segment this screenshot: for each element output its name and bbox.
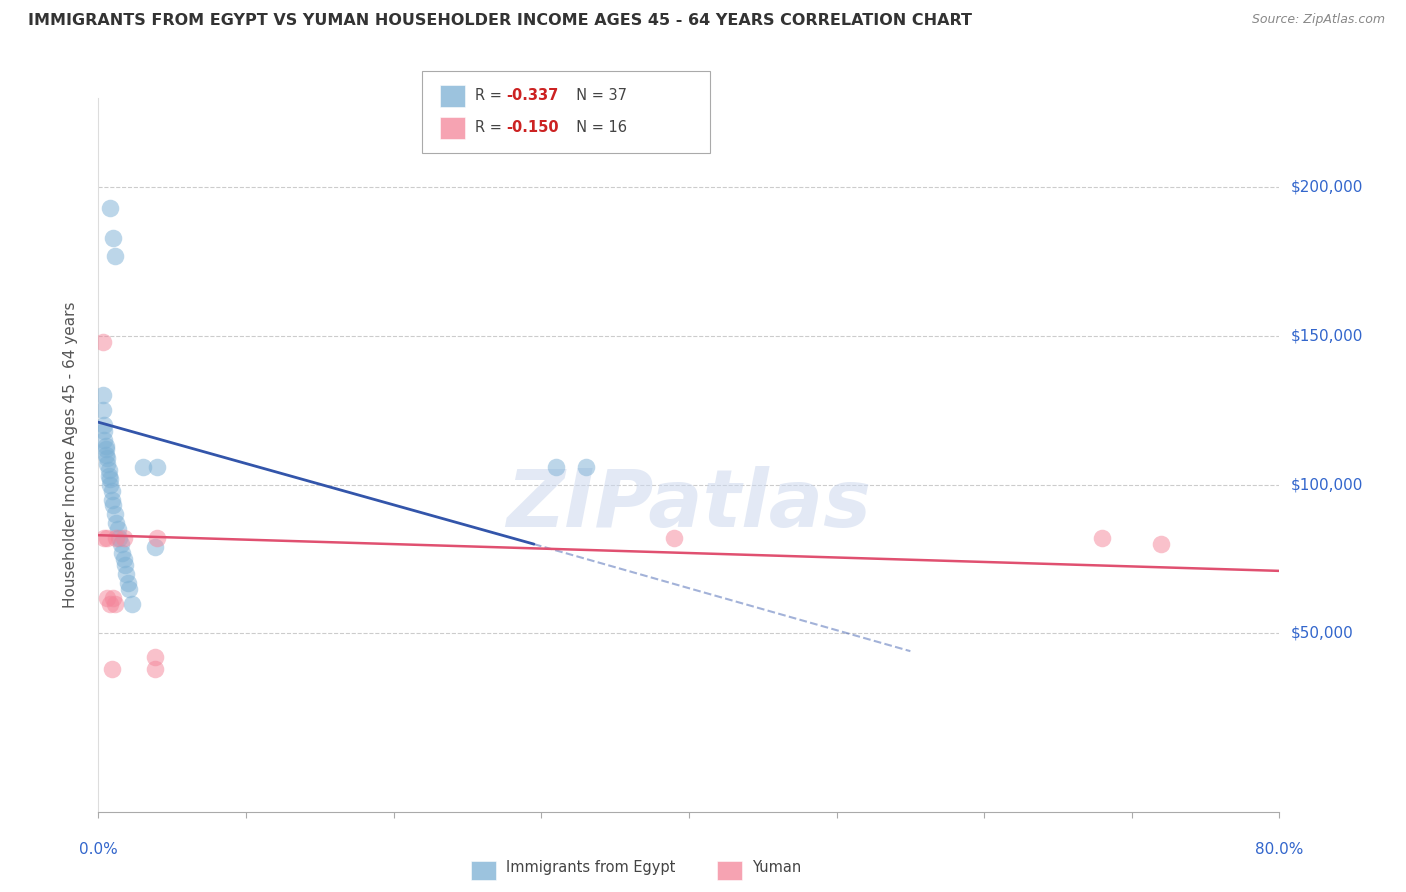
Point bbox=[121, 597, 143, 611]
Point bbox=[664, 531, 686, 545]
Point bbox=[94, 448, 117, 462]
Point bbox=[103, 591, 125, 605]
Point bbox=[146, 531, 169, 545]
Point bbox=[91, 334, 114, 349]
Text: N = 16: N = 16 bbox=[567, 120, 627, 135]
Text: -0.337: -0.337 bbox=[506, 88, 558, 103]
Point bbox=[112, 552, 135, 566]
Point bbox=[91, 388, 114, 402]
Text: Yuman: Yuman bbox=[752, 861, 801, 875]
Point bbox=[93, 418, 115, 433]
Text: Source: ZipAtlas.com: Source: ZipAtlas.com bbox=[1251, 13, 1385, 27]
Point bbox=[112, 531, 135, 545]
Text: IMMIGRANTS FROM EGYPT VS YUMAN HOUSEHOLDER INCOME AGES 45 - 64 YEARS CORRELATION: IMMIGRANTS FROM EGYPT VS YUMAN HOUSEHOLD… bbox=[28, 13, 972, 29]
Point bbox=[143, 662, 166, 676]
Text: $100,000: $100,000 bbox=[1291, 477, 1362, 492]
Point bbox=[143, 650, 166, 665]
Point bbox=[110, 537, 132, 551]
Text: N = 37: N = 37 bbox=[567, 88, 627, 103]
Point bbox=[94, 439, 117, 453]
Point bbox=[97, 463, 120, 477]
Point bbox=[132, 459, 155, 474]
Point bbox=[104, 597, 127, 611]
Point bbox=[100, 492, 122, 507]
Point bbox=[97, 468, 120, 483]
Text: 80.0%: 80.0% bbox=[1256, 842, 1303, 857]
Point bbox=[100, 662, 122, 676]
Point bbox=[108, 531, 131, 545]
Point bbox=[114, 558, 136, 572]
Point bbox=[96, 450, 118, 465]
Text: $200,000: $200,000 bbox=[1291, 180, 1362, 194]
Point bbox=[107, 522, 129, 536]
Point bbox=[1150, 537, 1173, 551]
Point bbox=[91, 403, 114, 417]
Point bbox=[103, 499, 125, 513]
Point bbox=[146, 459, 169, 474]
Text: Immigrants from Egypt: Immigrants from Egypt bbox=[506, 861, 675, 875]
Point bbox=[98, 597, 121, 611]
Point bbox=[103, 231, 125, 245]
Point bbox=[98, 201, 121, 215]
Text: ZIPatlas: ZIPatlas bbox=[506, 466, 872, 544]
Point bbox=[117, 575, 139, 590]
Point bbox=[94, 442, 117, 456]
Point bbox=[115, 566, 138, 581]
Point bbox=[143, 540, 166, 554]
Point bbox=[96, 457, 118, 471]
Point bbox=[118, 582, 141, 596]
Point bbox=[574, 459, 596, 474]
Point bbox=[93, 531, 115, 545]
Text: R =: R = bbox=[475, 88, 506, 103]
Point bbox=[105, 531, 128, 545]
Point bbox=[105, 516, 128, 531]
Text: 0.0%: 0.0% bbox=[79, 842, 118, 857]
Text: -0.150: -0.150 bbox=[506, 120, 558, 135]
Text: $150,000: $150,000 bbox=[1291, 328, 1362, 343]
Point bbox=[544, 459, 567, 474]
Point bbox=[96, 591, 118, 605]
Point bbox=[111, 546, 134, 560]
Point bbox=[98, 472, 121, 486]
Text: $50,000: $50,000 bbox=[1291, 626, 1354, 640]
Point bbox=[104, 249, 127, 263]
Point bbox=[96, 531, 118, 545]
Y-axis label: Householder Income Ages 45 - 64 years: Householder Income Ages 45 - 64 years bbox=[63, 301, 77, 608]
Point bbox=[1091, 531, 1114, 545]
Point bbox=[93, 433, 115, 447]
Point bbox=[98, 477, 121, 491]
Text: R =: R = bbox=[475, 120, 506, 135]
Point bbox=[93, 424, 115, 438]
Point bbox=[104, 508, 127, 522]
Point bbox=[100, 483, 122, 498]
